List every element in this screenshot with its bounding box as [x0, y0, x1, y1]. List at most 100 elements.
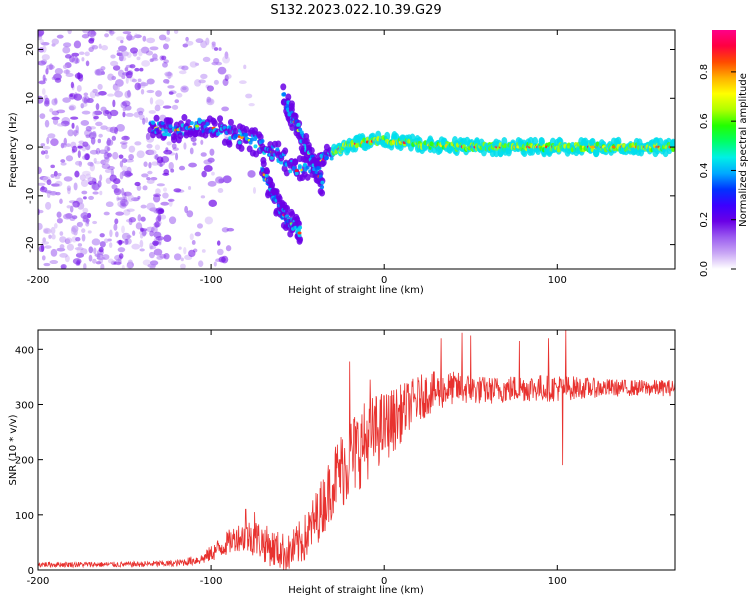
heatmap-cell: [38, 95, 44, 104]
heatmap-cell: [38, 60, 47, 66]
heatmap-cell: [74, 246, 84, 251]
heatmap-y-tick-label: -20: [25, 236, 36, 252]
heatmap-cell: [111, 135, 117, 141]
heatmap-cell: [151, 161, 159, 166]
heatmap-cell: [107, 258, 114, 264]
colorbar: 0.0 0.2 0.4 0.6 0.8 Normalized spectral ampl…: [699, 30, 749, 277]
heatmap-cell: [146, 179, 155, 184]
heatmap-cell: [128, 153, 134, 160]
heatmap-cell: [125, 158, 134, 163]
heatmap-cell: [160, 201, 170, 206]
heatmap-cell: [245, 93, 253, 99]
heatmap-cell: [156, 220, 162, 225]
heatmap-cell: [178, 246, 182, 250]
heatmap-cell: [117, 247, 126, 253]
heatmap-cell: [49, 108, 54, 113]
heatmap-cell: [139, 82, 149, 87]
heatmap-cell: [62, 97, 71, 103]
heatmap-cell: [119, 141, 128, 145]
heatmap-cell: [128, 218, 133, 226]
heatmap-cell: [141, 173, 149, 178]
heatmap-cell: [54, 77, 62, 83]
heatmap-cell: [56, 123, 65, 127]
heatmap-cell: [189, 147, 194, 155]
heatmap-cell: [106, 126, 114, 132]
heatmap-cell: [177, 132, 184, 140]
heatmap-cell: [52, 117, 59, 125]
colorbar-tick-label: 0.0: [699, 261, 710, 277]
heatmap-cell: [167, 132, 172, 137]
heatmap-cell: [127, 259, 133, 265]
snr-y-tick-label: 400: [15, 345, 34, 356]
heatmap-cell: [232, 127, 239, 135]
heatmap-cell: [196, 223, 203, 229]
heatmap-cell: [63, 69, 71, 75]
heatmap-cell: [216, 248, 224, 256]
heatmap-cell: [48, 234, 52, 239]
heatmap-cell: [157, 208, 165, 215]
heatmap-cell: [138, 110, 144, 116]
heatmap-cell: [39, 113, 46, 120]
heatmap-cell: [140, 227, 144, 232]
heatmap-cell: [142, 117, 146, 125]
heatmap-cell: [142, 259, 152, 266]
heatmap-cell: [151, 226, 158, 234]
heatmap-cell: [59, 236, 67, 243]
heatmap-cell: [239, 80, 247, 85]
heatmap-cell: [139, 233, 144, 239]
heatmap-cell: [81, 190, 88, 195]
heatmap-cell: [291, 166, 296, 171]
heatmap-cell: [208, 199, 218, 208]
heatmap-cell: [148, 149, 157, 156]
heatmap-cell: [53, 170, 58, 177]
heatmap-cell: [92, 258, 97, 264]
heatmap-cell: [97, 83, 103, 90]
heatmap-cell: [39, 186, 48, 193]
heatmap-cell: [96, 256, 106, 260]
heatmap-cell: [54, 180, 63, 187]
heatmap-cell: [43, 227, 50, 233]
heatmap-cell: [260, 160, 267, 168]
heatmap-cell: [215, 258, 222, 263]
heatmap-cell: [181, 65, 189, 71]
heatmap-cell: [40, 243, 45, 252]
heatmap-cell: [88, 246, 94, 254]
heatmap-cell: [294, 171, 299, 176]
heatmap-cell: [50, 164, 55, 169]
heatmap-cell: [83, 196, 87, 200]
heatmap-cell: [200, 195, 206, 199]
heatmap-x-tick-label: 100: [548, 275, 567, 286]
heatmap-cell: [116, 196, 120, 202]
heatmap-cell: [320, 185, 325, 190]
heatmap-cell: [128, 217, 137, 223]
heatmap-cell: [136, 150, 145, 159]
heatmap-cell: [243, 64, 247, 70]
heatmap-cell: [98, 133, 103, 138]
heatmap-cell: [160, 121, 165, 126]
heatmap-cell: [197, 117, 202, 122]
heatmap-cell: [43, 77, 48, 82]
heatmap-cell: [163, 253, 170, 260]
heatmap-cell: [117, 69, 125, 77]
heatmap-cell: [252, 187, 257, 194]
heatmap-cell: [132, 50, 138, 57]
heatmap-cell: [288, 169, 293, 174]
heatmap-cell: [132, 230, 136, 236]
heatmap-cell: [57, 172, 62, 177]
snr-y-tick-label: 0: [28, 566, 34, 577]
heatmap-cell: [60, 162, 67, 166]
heatmap-cell: [122, 31, 132, 35]
heatmap-cell: [81, 228, 86, 233]
heatmap-cell: [158, 241, 162, 246]
heatmap-cell: [76, 221, 83, 228]
heatmap-cell: [308, 146, 315, 154]
heatmap-cell: [170, 168, 175, 173]
heatmap-cell: [41, 88, 46, 95]
heatmap-cell: [149, 264, 156, 269]
heatmap-cell: [112, 151, 119, 160]
heatmap-cell: [41, 241, 50, 245]
heatmap-cell: [285, 93, 292, 101]
heatmap-cell: [71, 215, 78, 220]
heatmap-cell: [154, 144, 161, 151]
heatmap-cell: [62, 64, 68, 69]
